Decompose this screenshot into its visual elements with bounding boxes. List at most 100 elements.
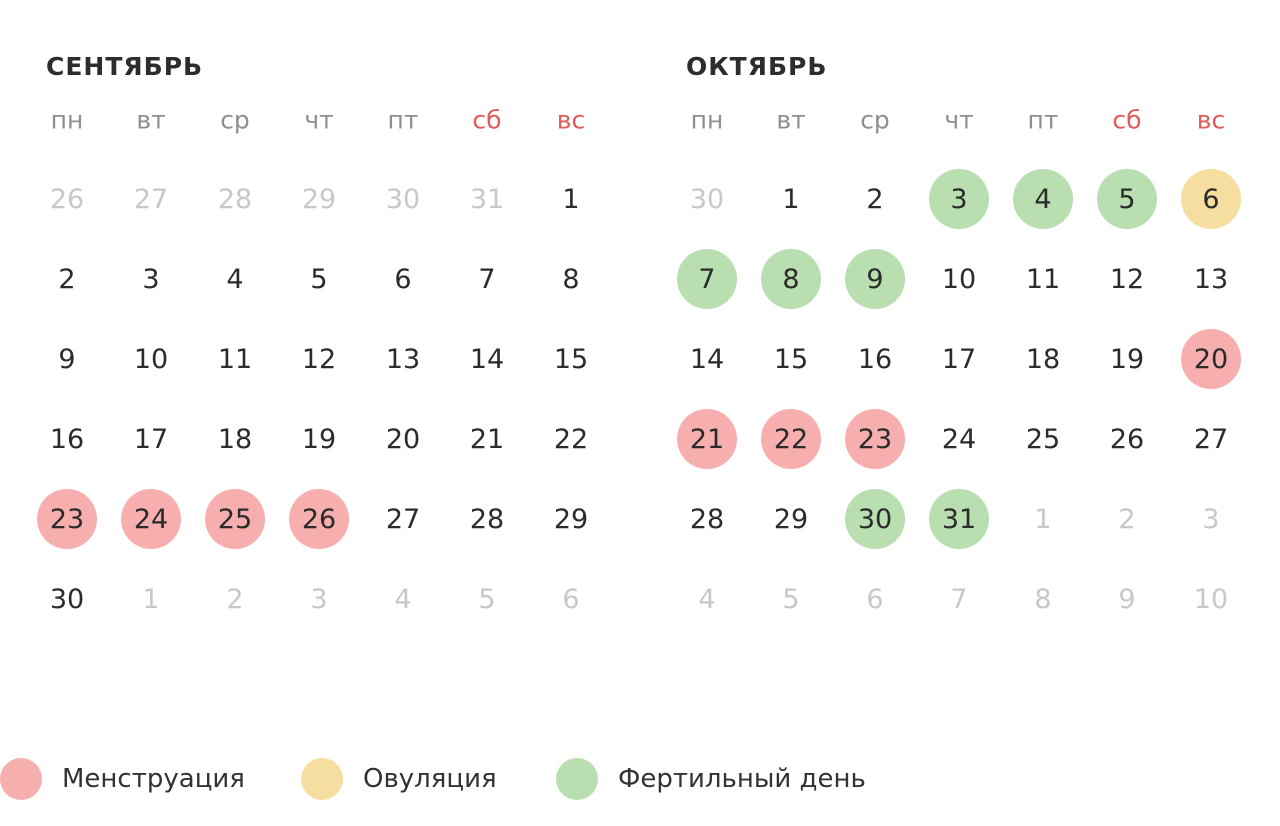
legend-dot-ovulation	[301, 758, 343, 800]
day-cell-menstruation[interactable]: 24	[121, 489, 181, 549]
day-cell-other-month[interactable]: 3	[1202, 503, 1220, 535]
day-cell[interactable]: 26	[1109, 423, 1145, 455]
day-cell[interactable]: 2	[866, 183, 884, 215]
day-cell[interactable]: 16	[857, 343, 893, 375]
day-cell-other-month[interactable]: 3	[310, 583, 328, 615]
day-cell-menstruation[interactable]: 23	[845, 409, 905, 469]
day-cell[interactable]: 9	[58, 343, 76, 375]
day-cell[interactable]: 10	[941, 263, 977, 295]
day-cell-menstruation[interactable]: 26	[289, 489, 349, 549]
day-cell-menstruation[interactable]: 21	[677, 409, 737, 469]
day-cell-other-month[interactable]: 7	[950, 583, 968, 615]
day-cell[interactable]: 28	[689, 503, 725, 535]
day-cell-other-month[interactable]: 4	[394, 583, 412, 615]
day-cell[interactable]: 29	[773, 503, 809, 535]
day-cell-fertile[interactable]: 8	[761, 249, 821, 309]
weekday-header: вт	[136, 105, 166, 135]
legend-label: Фертильный день	[618, 764, 866, 794]
day-cell[interactable]: 18	[1025, 343, 1061, 375]
day-cell[interactable]: 19	[1109, 343, 1145, 375]
legend-label: Менструация	[62, 764, 245, 794]
day-cell[interactable]: 1	[562, 183, 580, 215]
day-cell-other-month[interactable]: 26	[49, 183, 85, 215]
day-cell-fertile[interactable]: 5	[1097, 169, 1157, 229]
weekday-header: ср	[220, 105, 250, 135]
legend-label: Овуляция	[363, 764, 497, 794]
day-cell-ovulation[interactable]: 6	[1181, 169, 1241, 229]
day-cell-fertile[interactable]: 4	[1013, 169, 1073, 229]
day-cell-other-month[interactable]: 30	[385, 183, 421, 215]
day-cell[interactable]: 17	[941, 343, 977, 375]
day-cell-other-month[interactable]: 5	[782, 583, 800, 615]
weekday-header: вс	[1196, 105, 1226, 135]
day-cell[interactable]: 29	[553, 503, 589, 535]
day-cell[interactable]: 12	[1109, 263, 1145, 295]
day-cell[interactable]: 24	[941, 423, 977, 455]
day-cell[interactable]: 13	[1193, 263, 1229, 295]
day-cell-menstruation[interactable]: 23	[37, 489, 97, 549]
day-cell[interactable]: 22	[553, 423, 589, 455]
day-cell[interactable]: 21	[469, 423, 505, 455]
month-title: СЕНТЯБРЬ	[46, 52, 204, 81]
day-cell[interactable]: 28	[469, 503, 505, 535]
day-cell[interactable]: 14	[469, 343, 505, 375]
day-cell[interactable]: 17	[133, 423, 169, 455]
day-cell-fertile[interactable]: 31	[929, 489, 989, 549]
day-cell[interactable]: 14	[689, 343, 725, 375]
day-cell[interactable]: 16	[49, 423, 85, 455]
day-cell[interactable]: 27	[385, 503, 421, 535]
day-cell[interactable]: 8	[562, 263, 580, 295]
legend-item: Овуляция	[301, 758, 497, 800]
day-cell[interactable]: 6	[394, 263, 412, 295]
day-cell-other-month[interactable]: 10	[1193, 583, 1229, 615]
day-cell-other-month[interactable]: 29	[301, 183, 337, 215]
day-cell-other-month[interactable]: 6	[562, 583, 580, 615]
day-cell-menstruation[interactable]: 20	[1181, 329, 1241, 389]
day-cell-other-month[interactable]: 27	[133, 183, 169, 215]
day-cell-other-month[interactable]: 6	[866, 583, 884, 615]
day-cell[interactable]: 12	[301, 343, 337, 375]
legend-item: Менструация	[0, 758, 245, 800]
legend-dot-fertile	[556, 758, 598, 800]
day-cell-other-month[interactable]: 1	[142, 583, 160, 615]
day-cell[interactable]: 7	[478, 263, 496, 295]
day-cell[interactable]: 2	[58, 263, 76, 295]
weekday-header: чт	[304, 105, 334, 135]
day-cell-other-month[interactable]: 9	[1118, 583, 1136, 615]
day-cell-other-month[interactable]: 30	[689, 183, 725, 215]
day-cell[interactable]: 1	[782, 183, 800, 215]
day-cell[interactable]: 27	[1193, 423, 1229, 455]
day-cell-other-month[interactable]: 8	[1034, 583, 1052, 615]
day-cell[interactable]: 5	[310, 263, 328, 295]
weekday-header: сб	[472, 105, 502, 135]
day-cell[interactable]: 10	[133, 343, 169, 375]
day-cell-other-month[interactable]: 4	[698, 583, 716, 615]
day-cell-other-month[interactable]: 28	[217, 183, 253, 215]
weekday-header: чт	[944, 105, 974, 135]
day-cell-menstruation[interactable]: 25	[205, 489, 265, 549]
day-cell[interactable]: 25	[1025, 423, 1061, 455]
day-cell[interactable]: 30	[49, 583, 85, 615]
day-cell[interactable]: 18	[217, 423, 253, 455]
day-cell[interactable]: 15	[773, 343, 809, 375]
day-cell-other-month[interactable]: 1	[1034, 503, 1052, 535]
day-cell[interactable]: 20	[385, 423, 421, 455]
day-cell[interactable]: 11	[217, 343, 253, 375]
day-cell-other-month[interactable]: 2	[1118, 503, 1136, 535]
day-cell-fertile[interactable]: 30	[845, 489, 905, 549]
day-cell-menstruation[interactable]: 22	[761, 409, 821, 469]
day-cell[interactable]: 13	[385, 343, 421, 375]
day-cell[interactable]: 19	[301, 423, 337, 455]
day-cell-fertile[interactable]: 7	[677, 249, 737, 309]
day-cell-fertile[interactable]: 9	[845, 249, 905, 309]
day-cell[interactable]: 4	[226, 263, 244, 295]
day-cell[interactable]: 3	[142, 263, 160, 295]
day-cell-other-month[interactable]: 2	[226, 583, 244, 615]
day-cell[interactable]: 11	[1025, 263, 1061, 295]
day-cell[interactable]: 15	[553, 343, 589, 375]
weekday-header: пт	[1027, 105, 1059, 135]
day-cell-other-month[interactable]: 31	[469, 183, 505, 215]
day-cell-other-month[interactable]: 5	[478, 583, 496, 615]
weekday-header: ср	[860, 105, 890, 135]
day-cell-fertile[interactable]: 3	[929, 169, 989, 229]
